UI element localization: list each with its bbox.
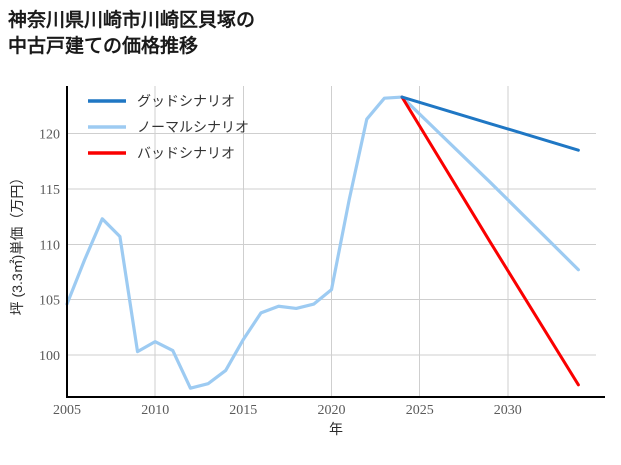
- x-tick-label: 2005: [53, 403, 81, 418]
- legend-label-2: バッドシナリオ: [137, 147, 235, 162]
- x-axis-title: 年: [329, 421, 343, 437]
- y-axis-title: 坪 (3.3㎡)単価（万円）: [9, 171, 25, 316]
- tick-labels-group: 2005 2010 2015 2020 2025 2030 100 105 110 115 120: [39, 128, 522, 418]
- y-tick-label: 105: [39, 294, 60, 309]
- x-tick-label: 2015: [229, 403, 257, 418]
- x-tick-label: 2030: [494, 403, 522, 418]
- chart-title: 神奈川県川崎市川崎区貝塚の 中古戸建ての価格推移: [8, 10, 256, 57]
- legend-label-0: グッドシナリオ: [137, 94, 235, 110]
- series-line-bad: [400, 95, 580, 387]
- gridlines-group: [66, 86, 596, 397]
- series-group: [65, 95, 580, 390]
- x-tick-label: 2020: [318, 403, 346, 418]
- y-tick-label: 110: [40, 238, 60, 253]
- axis-spines: [65, 86, 605, 399]
- x-tick-label: 2025: [406, 403, 434, 418]
- y-tick-label: 115: [40, 183, 60, 198]
- series-line-good: [400, 95, 580, 152]
- x-tick-label: 2010: [141, 403, 169, 418]
- y-tick-label: 120: [39, 128, 60, 143]
- axis-titles-group: 年 坪 (3.3㎡)単価（万円）: [9, 171, 343, 437]
- y-tick-label: 100: [39, 349, 60, 364]
- legend-label-1: ノーマルシナリオ: [137, 121, 249, 136]
- series-line-normal: [65, 95, 580, 390]
